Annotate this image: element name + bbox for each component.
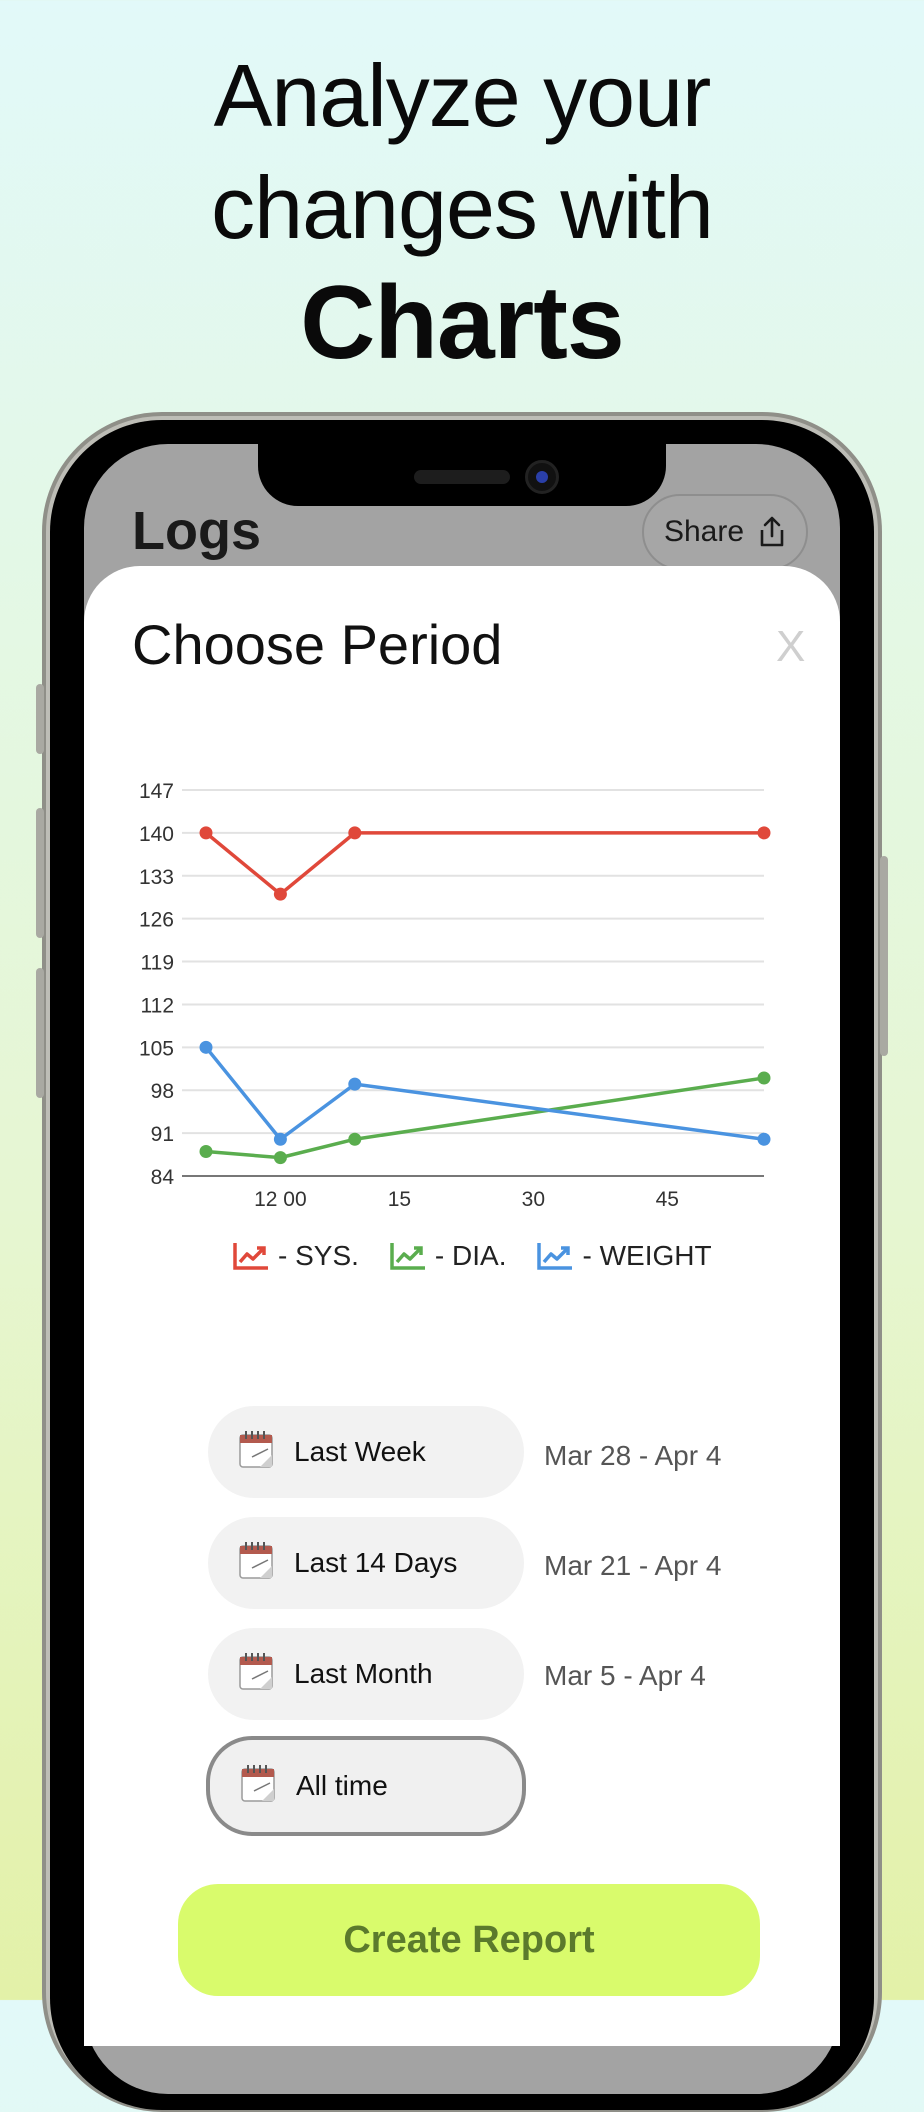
- data-point: [199, 1144, 213, 1158]
- series-line: [204, 1046, 765, 1141]
- data-point: [348, 826, 362, 840]
- page-title: Logs: [132, 501, 261, 561]
- legend-label: - SYS.: [278, 1240, 359, 1271]
- legend-item: - DIA.: [389, 1240, 507, 1272]
- calendar-icon: [238, 1651, 274, 1698]
- data-point: [757, 1071, 771, 1085]
- y-tick-label: 91: [151, 1123, 174, 1146]
- period-label: Last 14 Days: [294, 1547, 458, 1578]
- period-button[interactable]: Last Week: [208, 1406, 524, 1498]
- legend-label: - DIA.: [434, 1240, 507, 1271]
- phone-volume-down: [36, 968, 44, 1098]
- legend-item: - SYS.: [232, 1240, 359, 1272]
- y-tick-label: 84: [151, 1166, 175, 1189]
- period-button[interactable]: All time: [206, 1736, 526, 1836]
- phone-speaker: [414, 470, 510, 484]
- data-point: [757, 1132, 771, 1146]
- phone-side-button: [36, 684, 44, 754]
- data-point: [273, 887, 287, 901]
- y-tick-label: 98: [151, 1080, 174, 1103]
- data-point: [273, 1132, 287, 1146]
- headline-line-1: Analyze your: [213, 46, 712, 145]
- period-button[interactable]: Last Month: [208, 1628, 524, 1720]
- y-tick-label: 147: [139, 780, 174, 803]
- sheet-title: Choose Period: [132, 613, 503, 676]
- legend-label: - WEIGHT: [582, 1240, 712, 1271]
- share-button[interactable]: Share: [642, 494, 808, 570]
- y-tick-label: 133: [139, 866, 174, 889]
- create-report-button[interactable]: Create Report: [178, 1884, 760, 1996]
- calendar-icon: [238, 1540, 274, 1587]
- data-point: [273, 1151, 287, 1165]
- y-tick-label: 126: [139, 909, 174, 932]
- data-point: [348, 1077, 362, 1091]
- period-range: Mar 28 - Apr 4: [544, 1440, 722, 1471]
- calendar-icon: [238, 1429, 274, 1476]
- period-range: Mar 5 - Apr 4: [544, 1660, 706, 1691]
- x-tick-label: 30: [522, 1188, 545, 1211]
- period-option-last-14-days[interactable]: Last 14 Days: [208, 1517, 524, 1609]
- period-label: All time: [296, 1770, 388, 1801]
- share-icon: [760, 516, 784, 547]
- period-range: Mar 21 - Apr 4: [544, 1550, 722, 1581]
- data-point: [199, 826, 213, 840]
- data-point: [348, 1132, 362, 1146]
- promo-headline: Analyze your changes with Charts: [0, 40, 924, 382]
- phone-camera: [525, 460, 559, 494]
- headline-line-2: changes with: [211, 158, 714, 257]
- x-tick-label: 15: [388, 1188, 411, 1211]
- period-option-all-time[interactable]: All time: [206, 1736, 526, 1836]
- calendar-icon: [240, 1763, 276, 1810]
- period-option-last-month[interactable]: Last Month: [208, 1628, 524, 1720]
- y-tick-label: 112: [141, 994, 174, 1017]
- period-label: Last Week: [294, 1436, 426, 1467]
- data-point: [199, 1040, 213, 1054]
- series-line: [205, 1076, 765, 1160]
- series-line: [204, 831, 764, 896]
- trend-chart-icon: [537, 1243, 573, 1270]
- period-option-last-week[interactable]: Last Week: [208, 1406, 524, 1498]
- chart: 84 91 98 105 112 119 126 133 140 147 12 00 15 30 45: [139, 780, 771, 1211]
- trend-chart-icon: [390, 1243, 425, 1270]
- y-tick-label: 119: [141, 952, 174, 975]
- x-tick-label: 45: [656, 1188, 679, 1211]
- phone-power-button: [880, 856, 888, 1056]
- period-label: Last Month: [294, 1658, 433, 1689]
- phone-volume-up: [36, 808, 44, 938]
- close-button[interactable]: X: [776, 622, 806, 671]
- share-label: Share: [663, 515, 745, 548]
- headline-line-3: Charts: [300, 265, 624, 381]
- legend-item: - WEIGHT: [536, 1240, 712, 1272]
- y-tick-label: 105: [139, 1037, 174, 1060]
- x-tick-label: 12 00: [254, 1188, 307, 1211]
- data-point: [757, 826, 771, 840]
- period-button[interactable]: Last 14 Days: [208, 1517, 524, 1609]
- y-tick-label: 140: [139, 823, 174, 846]
- chart-legend: - SYS. - DIA. - WEIGHT: [232, 1240, 712, 1272]
- trend-chart-icon: [233, 1243, 268, 1270]
